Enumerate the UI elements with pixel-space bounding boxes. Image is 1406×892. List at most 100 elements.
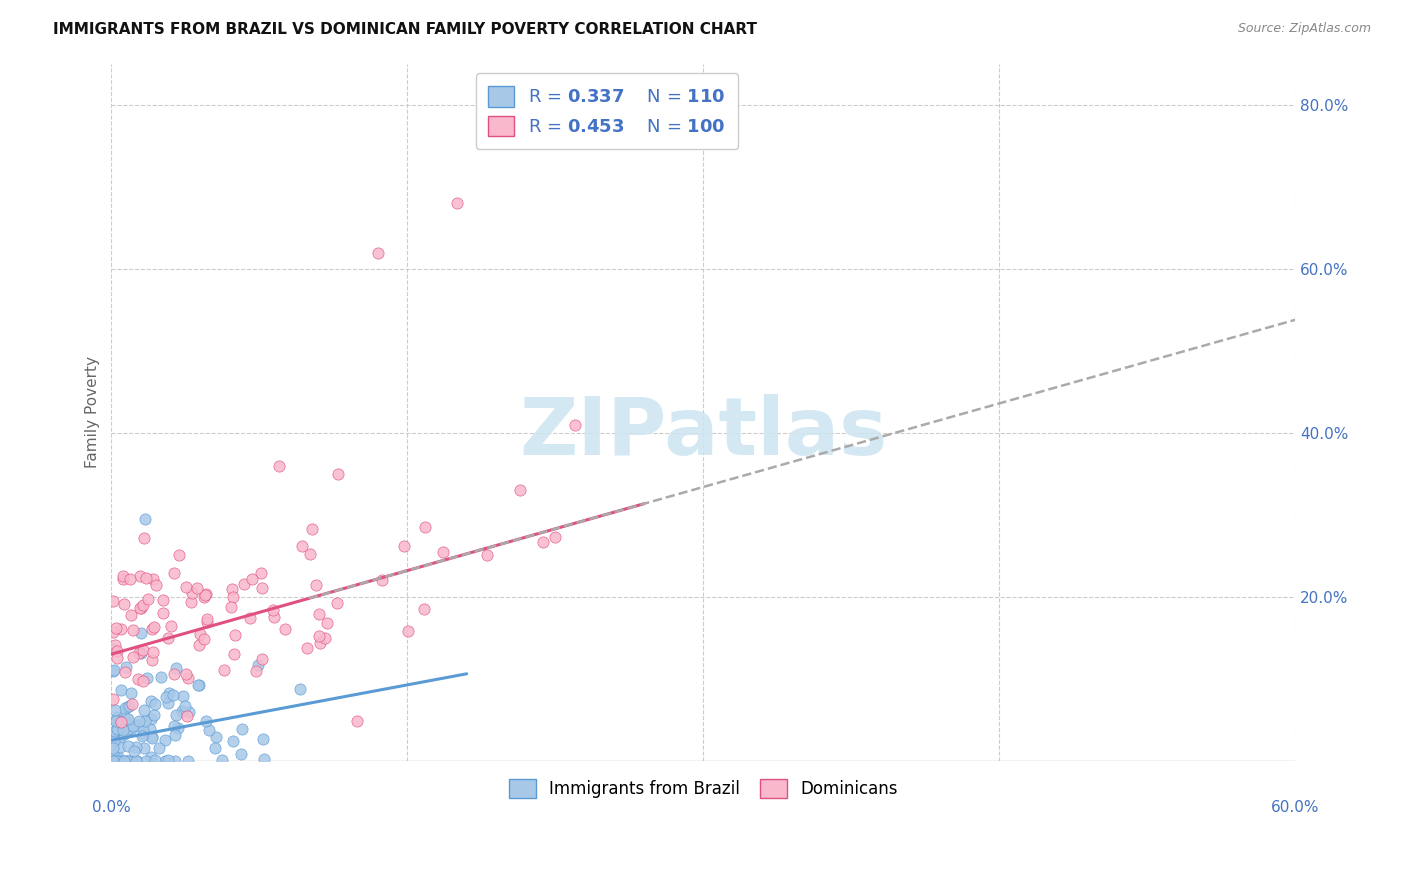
Point [135, 754, 157, 768]
Point [108, 720, 131, 734]
Point [509, 483, 531, 497]
Point [396, 624, 419, 638]
Point [432, 545, 454, 559]
Point [314, 631, 336, 645]
Point [112, 726, 135, 740]
Text: IMMIGRANTS FROM BRAZIL VS DOMINICAN FAMILY POVERTY CORRELATION CHART: IMMIGRANTS FROM BRAZIL VS DOMINICAN FAMI… [53, 22, 758, 37]
Point [222, 734, 245, 748]
Point [121, 719, 143, 733]
Point [186, 582, 208, 596]
Point [162, 718, 184, 732]
Point [127, 673, 149, 687]
Point [120, 686, 142, 700]
Point [136, 591, 159, 606]
Point [132, 643, 155, 657]
Point [129, 601, 152, 615]
Point [167, 549, 190, 563]
Point [299, 547, 322, 561]
Point [103, 663, 125, 677]
Point [104, 754, 127, 768]
Point [145, 578, 167, 592]
Point [194, 588, 217, 602]
Point [413, 519, 436, 533]
Point [167, 721, 190, 735]
Point [172, 689, 194, 703]
Point [173, 698, 195, 713]
Point [308, 629, 330, 643]
Point [326, 595, 349, 609]
Point [122, 624, 145, 638]
Point [107, 723, 129, 737]
Point [117, 723, 139, 737]
Point [177, 705, 200, 719]
Point [145, 753, 167, 767]
Point [112, 754, 135, 768]
Point [114, 665, 136, 679]
Point [103, 741, 125, 756]
Point [174, 580, 197, 594]
Point [187, 678, 209, 692]
Point [188, 638, 211, 652]
Text: Source: ZipAtlas.com: Source: ZipAtlas.com [1237, 22, 1371, 36]
Point [132, 741, 155, 756]
Point [195, 615, 218, 629]
Point [165, 728, 187, 742]
Point [111, 721, 134, 735]
Point [105, 710, 128, 724]
Point [564, 417, 586, 432]
Point [125, 740, 148, 755]
Point [118, 572, 141, 586]
Point [204, 731, 226, 745]
Point [103, 691, 125, 706]
Point [135, 571, 157, 585]
Point [104, 723, 127, 738]
Point [195, 714, 218, 729]
Point [252, 752, 274, 766]
Legend: Immigrants from Brazil, Dominicans: Immigrants from Brazil, Dominicans [502, 772, 904, 805]
Point [132, 674, 155, 689]
Point [160, 619, 183, 633]
Point [115, 700, 138, 714]
Point [112, 572, 135, 586]
Point [110, 682, 132, 697]
Point [131, 729, 153, 743]
Point [143, 619, 166, 633]
Point [103, 641, 125, 656]
Point [346, 714, 368, 729]
Point [176, 708, 198, 723]
Point [231, 722, 253, 736]
Point [531, 534, 554, 549]
Point [128, 601, 150, 615]
Point [155, 690, 177, 705]
Point [132, 723, 155, 738]
Point [249, 566, 271, 580]
Point [157, 753, 180, 767]
Point [165, 661, 187, 675]
Point [103, 594, 125, 608]
Point [328, 467, 350, 481]
Point [105, 644, 128, 658]
Point [103, 754, 125, 768]
Point [121, 754, 143, 768]
Point [153, 754, 176, 768]
Point [194, 587, 217, 601]
Point [121, 698, 143, 712]
Point [262, 603, 284, 617]
Point [170, 704, 193, 718]
Point [211, 753, 233, 767]
Point [291, 539, 314, 553]
Point [132, 727, 155, 741]
Point [105, 754, 128, 768]
Point [139, 694, 162, 708]
Point [252, 581, 274, 595]
Point [152, 593, 174, 607]
Point [308, 635, 330, 649]
Point [177, 671, 200, 685]
Point [269, 458, 291, 473]
Point [222, 590, 245, 604]
Point [315, 615, 337, 630]
Point [110, 622, 132, 636]
Point [187, 677, 209, 691]
Point [136, 672, 159, 686]
Text: ZIPatlas: ZIPatlas [519, 394, 887, 472]
